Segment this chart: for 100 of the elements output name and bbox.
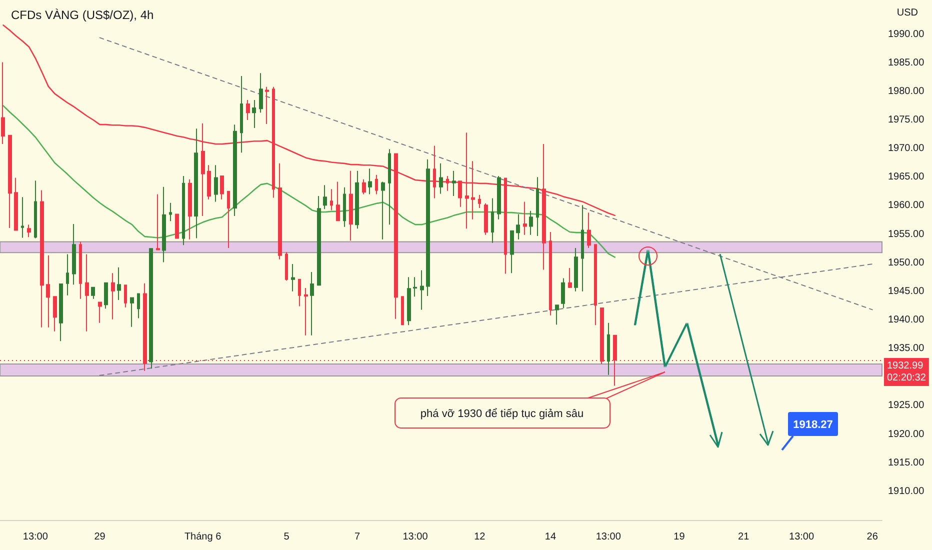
candlestick: [561, 278, 565, 308]
y-tick-label: 1945.00: [888, 286, 925, 297]
candlestick: [207, 164, 211, 200]
candlestick: [233, 124, 237, 216]
candlestick: [214, 164, 218, 202]
text: CFDs VÀNG (US$/OZ), 4h: [11, 8, 154, 22]
candlestick: [156, 194, 160, 250]
candlestick: [330, 188, 333, 211]
x-tick-label: 19: [674, 532, 686, 542]
candlestick: [381, 181, 385, 240]
candlestick: [162, 186, 166, 263]
y-tick-label: 1980.00: [888, 86, 925, 97]
candlestick: [413, 276, 417, 298]
candlestick: [8, 134, 12, 228]
candlestick: [59, 284, 63, 342]
x-tick-label: 26: [866, 532, 878, 542]
candlestick: [27, 224, 31, 238]
candlestick: [278, 162, 282, 260]
x-tick-label: 13:00: [402, 532, 428, 542]
x-tick-label: 29: [94, 532, 106, 542]
candlestick: [355, 170, 359, 230]
candlestick: [272, 86, 275, 198]
candlestick: [46, 254, 50, 328]
candlestick: [259, 72, 263, 114]
candlestick: [574, 248, 578, 292]
candlestick: [458, 180, 462, 208]
y-tick-label: 1990.00: [888, 28, 925, 40]
x-tick-label: Tháng 6: [184, 532, 222, 542]
candlestick: [252, 100, 256, 128]
candlestick: [246, 100, 250, 120]
annotation: 1918.27: [793, 419, 833, 431]
y-tick-label: 1975.00: [888, 114, 925, 126]
x-tick-label: 14: [544, 532, 556, 542]
candlestick: [117, 266, 121, 300]
y-tick-label: 1940.00: [888, 314, 925, 326]
y-tick-label: 1920.00: [888, 428, 925, 440]
candlestick: [555, 304, 559, 326]
candlestick: [240, 76, 243, 154]
candlestick: [452, 170, 456, 196]
y-axis-title: USD: [896, 8, 918, 18]
candlestick: [587, 212, 591, 248]
x-tick-label: 7: [354, 532, 361, 542]
candlestick: [182, 176, 185, 246]
candlestick: [227, 190, 230, 248]
candlestick: [14, 177, 18, 231]
candlestick: [497, 176, 501, 220]
candlestick: [265, 86, 269, 124]
candlestick: [375, 174, 378, 195]
candlestick: [169, 202, 172, 222]
annotation: phá vỡ 1930 để tiếp tục giảm sâu: [420, 408, 584, 420]
x-tick-label: 13:00: [22, 532, 48, 542]
candlestick: [72, 224, 76, 286]
callout-box: phá vỡ 1930 để tiếp tục giảm sâu: [394, 372, 666, 428]
candlestick: [433, 145, 436, 199]
candlestick: [607, 322, 610, 376]
candlestick: [291, 264, 295, 292]
candlestick: [568, 268, 572, 288]
candlestick: [388, 148, 391, 226]
candlestick: [594, 244, 597, 326]
y-tick-label: 1935.00: [888, 343, 925, 354]
candlestick: [368, 168, 372, 195]
y-tick-label: 1950.00: [888, 257, 925, 268]
candlestick: [536, 176, 539, 236]
candlestick: [304, 288, 308, 336]
x-tick-label: 21: [738, 532, 750, 542]
candlestick: [310, 272, 314, 336]
y-tick-label: 1955.00: [888, 228, 925, 240]
candlestick: [85, 254, 89, 332]
candlestick: [79, 241, 82, 300]
candlestick: [285, 252, 288, 282]
candlestick: [194, 128, 198, 239]
candlestick: [446, 176, 449, 192]
candlestick: [124, 284, 127, 308]
candlestick: [98, 302, 102, 324]
candlestick: [349, 170, 353, 242]
candlestick: [130, 297, 134, 328]
y-tick-label: 1965.00: [888, 172, 925, 183]
y-tick-label: 1970.00: [888, 143, 925, 154]
candlestick: [323, 184, 327, 210]
line-series: [2, 105, 616, 258]
candlestick: [549, 232, 552, 316]
y-tick-label: 1910.00: [888, 486, 925, 497]
candlestick: [581, 204, 584, 292]
candlestick: [91, 286, 95, 300]
candlestick: [188, 178, 192, 240]
candlestick: [426, 158, 430, 296]
candlestick: [362, 178, 366, 195]
candlestick: [420, 270, 424, 310]
x-tick-label: 12: [474, 532, 486, 542]
y-tick-label: 1925.00: [888, 400, 925, 412]
candlestick: [21, 196, 24, 238]
candlestick: [407, 276, 411, 326]
candlestick: [53, 296, 57, 332]
candlestick: [104, 282, 108, 310]
candlestick: [34, 180, 37, 239]
candlestick: [529, 210, 533, 236]
candlestick: [343, 186, 346, 228]
candlestick: [1, 62, 5, 144]
candlestick: [298, 278, 301, 307]
candlestick: [220, 176, 224, 200]
